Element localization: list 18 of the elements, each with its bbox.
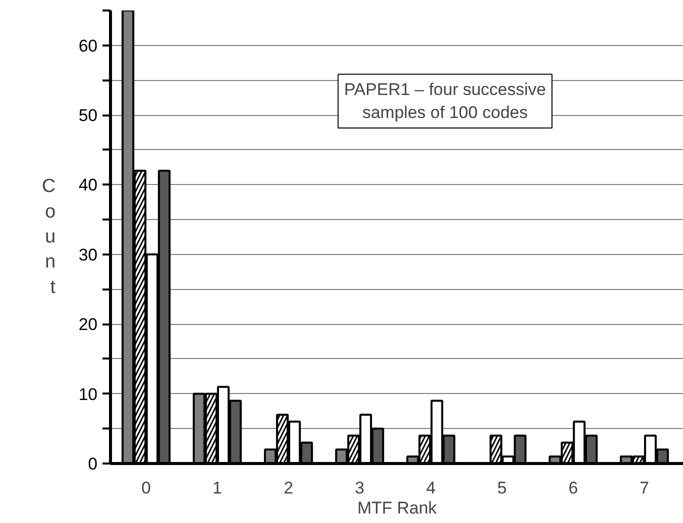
y-tick-label: 0 [88, 454, 98, 474]
x-tick-label: 2 [284, 478, 294, 498]
y-tick-label: 60 [78, 36, 98, 56]
y-tick-label: 10 [78, 384, 98, 404]
x-tick-label: 5 [497, 478, 507, 498]
y-axis-title: Count [42, 176, 56, 298]
text: PAPER1 – four successive samples of 100 codes [344, 80, 546, 122]
x-tick-label: 4 [426, 478, 436, 498]
x-tick-label: 7 [640, 478, 650, 498]
y-tick-label: 30 [78, 245, 98, 264]
y-tick-label: 50 [78, 106, 98, 126]
x-tick-label: 3 [354, 478, 364, 498]
y-tick-label: 20 [78, 315, 98, 334]
y-tick-label: 40 [78, 176, 98, 195]
x-tick-label: 6 [568, 478, 578, 498]
x-tick-label: 0 [141, 478, 151, 498]
x-axis-title: MTF Rank [357, 498, 438, 518]
x-tick-label: 1 [212, 478, 222, 498]
